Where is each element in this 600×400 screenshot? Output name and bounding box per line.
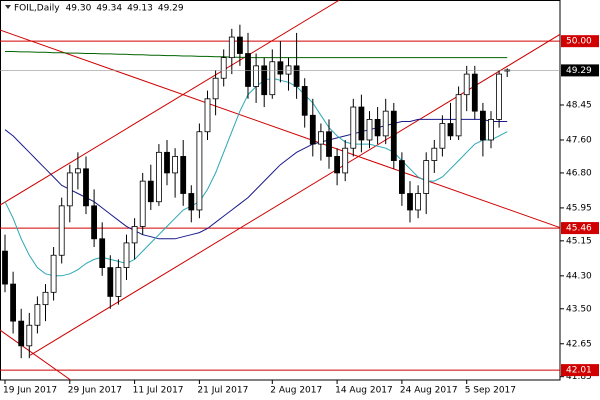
candle-body	[350, 106, 357, 149]
candle-body	[479, 110, 486, 141]
candle-body	[309, 114, 316, 145]
level-label-box	[561, 364, 599, 377]
x-tick-label: 19 Jun 2017	[3, 386, 57, 396]
y-tick-label: 47.60	[566, 135, 592, 145]
y-tick-label: 41.85	[566, 372, 592, 382]
ohlc-high: 49.34	[96, 4, 122, 14]
candle-body	[293, 65, 300, 87]
candle-body	[115, 267, 122, 297]
candle-body	[204, 98, 211, 133]
candle-body	[131, 226, 138, 244]
candle-body	[455, 94, 462, 137]
candle-body	[172, 156, 179, 174]
level-label: 42.01	[566, 366, 592, 376]
candle-body	[196, 131, 203, 211]
candle-body	[342, 147, 349, 174]
candle-body	[496, 73, 503, 120]
ohlc-close: 49.29	[158, 4, 184, 14]
candle-body	[301, 86, 308, 116]
trendline	[0, 29, 560, 229]
x-tick-label: 24 Aug 2017	[400, 386, 458, 396]
candle-body	[366, 118, 373, 141]
candle-body	[317, 131, 324, 145]
title-icon	[5, 5, 11, 9]
candle-body	[253, 65, 260, 87]
candle-body	[398, 160, 405, 194]
level-label: 50.00	[566, 37, 592, 47]
x-tick-label: 11 Jul 2017	[133, 386, 184, 396]
candle-body	[488, 118, 494, 141]
candle-body	[147, 180, 154, 203]
candle-body	[334, 156, 341, 174]
level-label: 45.46	[566, 224, 592, 234]
y-tick-label: 45.15	[566, 236, 592, 246]
y-tick-label: 46.80	[566, 168, 592, 178]
candle-body	[34, 304, 41, 326]
trendline	[0, 329, 71, 380]
candle-body	[26, 324, 33, 347]
candle-body	[439, 123, 446, 149]
candle-body	[10, 283, 17, 322]
candle-body	[431, 147, 438, 161]
y-tick-label: 45.95	[566, 203, 592, 213]
candle-body	[423, 160, 430, 194]
candle-body	[390, 110, 397, 161]
trendline	[0, 0, 340, 206]
x-tick-label: 29 Jun 2017	[68, 386, 122, 396]
candle-body	[91, 205, 97, 240]
candle-body	[139, 180, 146, 227]
candle-body	[374, 118, 381, 137]
current-price-label: 49.29	[566, 66, 592, 76]
candle-body	[180, 156, 187, 194]
candle-body	[277, 61, 284, 75]
candle-body	[269, 61, 276, 96]
candle-body	[50, 254, 57, 293]
plot-area	[0, 0, 560, 380]
candle-body	[2, 250, 8, 285]
x-tick-label: 21 Jul 2017	[197, 386, 248, 396]
candle-body	[220, 57, 227, 79]
candle-body	[415, 193, 422, 211]
candle-body	[107, 267, 114, 297]
y-tick-label: 44.30	[566, 271, 592, 281]
candle-body	[212, 77, 219, 100]
candle-body	[155, 151, 162, 203]
ohlc-open: 49.30	[66, 4, 92, 14]
chart-title: FOIL,Daily	[14, 4, 60, 14]
candle-body	[407, 193, 413, 211]
candle-body	[188, 193, 195, 211]
candle-body	[123, 242, 130, 269]
candle-body	[236, 36, 243, 54]
candle-body	[447, 123, 454, 137]
candle-body	[326, 131, 332, 157]
current-price-box	[561, 64, 599, 77]
y-tick-label: 48.45	[566, 100, 592, 110]
candle-body	[245, 53, 251, 87]
candle-body	[99, 238, 106, 269]
candle-body	[83, 168, 89, 207]
y-tick-label: 43.50	[566, 304, 592, 314]
level-label-box	[561, 35, 599, 48]
candle-body	[228, 36, 235, 59]
candle-body	[42, 291, 49, 306]
candle-body	[164, 151, 170, 174]
candle-body	[358, 106, 365, 141]
candle-body	[18, 320, 25, 347]
candle-body	[261, 65, 268, 96]
candle-body	[285, 65, 292, 75]
x-tick-label: 14 Aug 2017	[335, 386, 393, 396]
candle-body	[382, 110, 389, 137]
candle-body	[66, 172, 73, 207]
x-tick-label: 2 Aug 2017	[270, 386, 322, 396]
candle-body	[463, 73, 470, 96]
candle-body	[471, 73, 478, 112]
y-tick-label: 42.65	[566, 339, 592, 349]
level-label-box	[561, 222, 599, 235]
x-tick-label: 5 Sep 2017	[465, 386, 516, 396]
candle-body	[75, 168, 81, 174]
ohlc-low: 49.13	[127, 4, 153, 14]
candle-body	[58, 205, 65, 256]
